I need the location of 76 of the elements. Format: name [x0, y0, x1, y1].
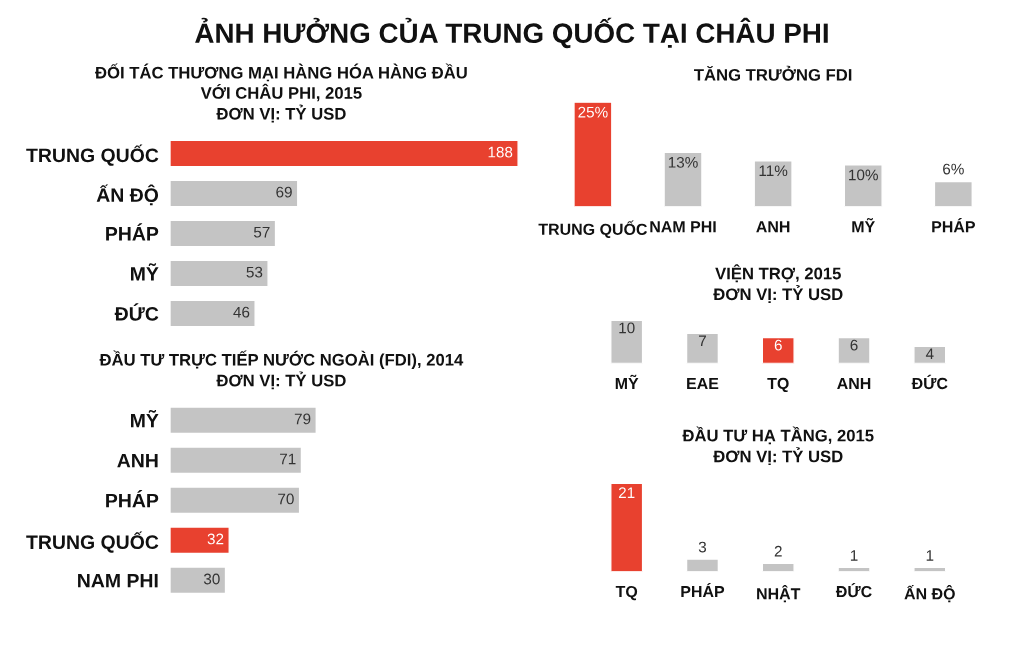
x-tick-label: PHÁP	[681, 582, 725, 598]
bar	[169, 139, 519, 168]
chart-title: VIỆN TRỢ, 2015 ĐƠN VỊ: TỶ USD	[713, 264, 843, 304]
data-label: 3	[698, 541, 707, 553]
bar	[169, 299, 256, 328]
bar	[913, 345, 947, 364]
bar	[685, 558, 720, 572]
bar	[169, 179, 299, 208]
data-label: 4	[925, 348, 934, 360]
data-label: 46	[233, 306, 250, 318]
bar	[169, 446, 303, 475]
data-label: 21	[618, 487, 635, 498]
bar	[761, 336, 795, 364]
y-tick-label: MỸ	[131, 263, 159, 281]
data-label: 6	[850, 339, 858, 351]
y-tick-label: ĐỨC	[114, 303, 159, 321]
chart-title: ĐẦU TƯ HẠ TẦNG, 2015 ĐƠN VỊ: TỶ USD	[682, 426, 874, 466]
bar	[169, 486, 301, 515]
bar	[685, 332, 720, 364]
data-label: 10%	[849, 169, 878, 181]
data-label: 1	[850, 550, 858, 561]
x-tick-label: ĐỨC	[835, 582, 872, 598]
x-tick-label: TQ	[767, 377, 789, 393]
bar	[169, 219, 277, 248]
data-label: 13%	[668, 156, 698, 168]
bar	[663, 151, 703, 207]
bar	[573, 101, 613, 207]
x-tick-label: TRUNG QUỐC	[538, 220, 648, 238]
bar	[169, 526, 230, 555]
x-tick-label: TQ	[615, 585, 638, 601]
y-tick-label: TRUNG QUỐC	[26, 531, 159, 553]
data-label: 10	[619, 322, 635, 334]
y-tick-label: PHÁP	[106, 490, 159, 508]
data-label: 69	[276, 186, 292, 198]
data-label: 53	[246, 266, 263, 278]
x-tick-label: ĐỨC	[911, 374, 948, 390]
x-tick-label: EAE	[687, 377, 719, 389]
chart-title: ĐỐI TÁC THƯƠNG MẠI HÀNG HÓA HÀNG ĐẦU VỚI CHÂU PHI, 2015 ĐƠN VỊ: TỶ USD	[95, 63, 467, 123]
x-tick-label: ANH	[756, 221, 790, 233]
x-tick-label: PHÁP	[932, 218, 975, 233]
bar	[753, 160, 793, 207]
data-label: 1	[926, 550, 934, 561]
bar	[169, 259, 269, 288]
bar	[169, 566, 227, 595]
bar	[843, 164, 883, 207]
data-label: 32	[207, 533, 224, 545]
y-tick-label: MỸ	[131, 409, 159, 428]
data-label: 6%	[943, 163, 964, 175]
data-label: 7	[699, 335, 706, 347]
data-label: 25%	[578, 106, 608, 118]
bar	[610, 319, 644, 364]
x-tick-label: ẤN ĐỘ	[904, 585, 955, 603]
data-label: 79	[294, 413, 311, 425]
bar	[837, 336, 871, 364]
y-tick-label: ANH	[117, 453, 158, 468]
x-tick-label: MỸ	[852, 218, 875, 233]
y-tick-label: TRUNG QUỐC	[26, 144, 159, 166]
data-label: 6	[774, 339, 782, 351]
chart-title: ĐẦU TƯ TRỰC TIẾP NƯỚC NGOÀI (FDI), 2014 ĐƠN VỊ: TỶ USD	[99, 350, 464, 390]
data-label: 71	[280, 453, 296, 465]
bar	[169, 406, 317, 435]
chart-title: TĂNG TRƯỞNG FDI	[694, 65, 852, 81]
bar	[610, 482, 644, 572]
data-label: 30	[203, 573, 220, 585]
data-label: 2	[774, 545, 782, 557]
data-label: 57	[253, 226, 270, 238]
data-label: 11%	[759, 165, 788, 177]
x-tick-label: ANH	[837, 377, 871, 389]
data-label: 188	[488, 146, 513, 158]
data-label: 70	[278, 493, 294, 505]
x-tick-label: MỸ	[615, 374, 639, 389]
x-tick-label: NAM PHI	[650, 221, 716, 233]
y-tick-label: ẤN ĐỘ	[96, 184, 159, 206]
x-tick-label: NHẬT	[757, 585, 801, 603]
bar	[933, 180, 973, 207]
text: ẢNH HƯỞNG CỦA TRUNG QUỐC TẠI CHÂU PHI	[195, 17, 828, 49]
